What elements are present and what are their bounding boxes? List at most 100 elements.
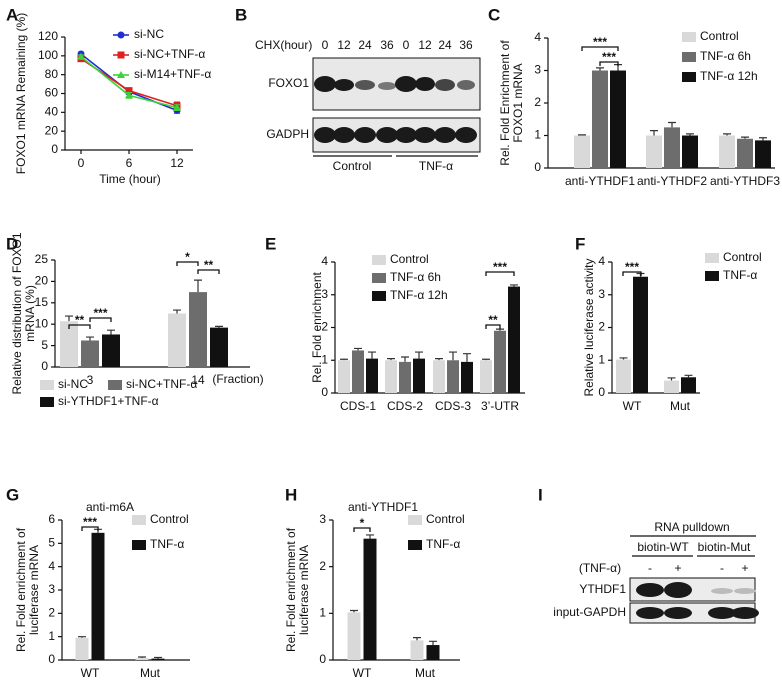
legend-swatch — [408, 515, 422, 525]
error-bar — [449, 351, 457, 361]
x-tick-label: 14 — [191, 373, 205, 387]
y-axis-label: FOXO1 mRNA Remaining (%) — [14, 13, 28, 174]
legend-swatch — [408, 540, 422, 550]
error-bar — [510, 284, 518, 287]
marker — [125, 87, 133, 95]
y-tick-label: 4 — [598, 254, 605, 268]
row-label: input-GAPDH — [553, 605, 626, 619]
y-tick-label: 0 — [51, 142, 58, 156]
bar — [664, 380, 679, 393]
significance-label: *** — [602, 50, 616, 64]
lane-label: - — [648, 561, 652, 575]
error-bar — [413, 637, 421, 641]
x-tick-label: CDS-1 — [340, 399, 376, 413]
error-bar — [173, 309, 181, 314]
y-tick-label: 0 — [321, 385, 328, 399]
y-tick-label: 40 — [45, 105, 59, 119]
error-bar — [496, 328, 504, 331]
y-tick-label: 4 — [321, 254, 328, 268]
y-tick-label: 0 — [48, 652, 55, 666]
error-bar — [723, 133, 731, 136]
error-bar — [463, 353, 471, 362]
bar — [719, 135, 735, 168]
legend-swatch — [705, 271, 719, 281]
error-bar — [194, 279, 202, 293]
legend-label: TNF-α — [723, 268, 757, 282]
y-tick-label: 4 — [48, 559, 55, 573]
panel-letter: C — [488, 5, 500, 24]
legend-swatch — [705, 253, 719, 263]
chart-panel: D 0 5 10 15 20 25 Relative distribution of FOXO… — [6, 232, 264, 408]
x-axis-label: (Fraction) — [212, 372, 263, 386]
error-bar — [650, 130, 658, 136]
legend-label: Control — [700, 29, 739, 43]
panel-letter: E — [265, 234, 276, 253]
error-bar — [350, 609, 358, 613]
x-tick-label: WT — [353, 666, 372, 680]
bar — [755, 140, 771, 168]
bar — [616, 359, 631, 393]
bar — [189, 292, 207, 367]
lane-label: 0 — [403, 38, 410, 52]
y-tick-label: 3 — [598, 287, 605, 301]
bar — [60, 321, 78, 367]
significance-bracket — [485, 271, 515, 276]
lane-label: 0 — [322, 38, 329, 52]
lane-label: 12 — [337, 38, 351, 52]
error-bar — [340, 358, 348, 361]
x-tick-label: WT — [81, 666, 100, 680]
significance-label: *** — [93, 306, 107, 320]
y-tick-label: 20 — [45, 123, 59, 137]
panel-letter: A — [6, 5, 18, 24]
panel-letter: G — [6, 485, 19, 504]
y-tick-label: 0 — [319, 652, 326, 666]
significance-bracket — [581, 46, 619, 51]
y-axis-label: Rel. Fold Enrichment of — [498, 40, 512, 166]
bar — [75, 637, 89, 660]
significance-bracket — [68, 324, 91, 329]
treatment-label: CHX(hour) — [255, 38, 312, 52]
bar — [592, 70, 608, 168]
legend-label: TNF-α 12h — [390, 288, 448, 302]
bar — [682, 135, 698, 168]
bar — [102, 334, 120, 367]
significance-label: * — [360, 516, 365, 530]
significance-label: *** — [593, 35, 607, 49]
legend-label: si-YTHDF1+TNF-α — [58, 394, 159, 408]
legend-swatch — [682, 32, 696, 42]
error-bar — [154, 656, 162, 659]
y-tick-label: 3 — [319, 512, 326, 526]
y-tick-label: 0 — [534, 160, 541, 174]
legend-swatch — [372, 273, 386, 283]
bar — [168, 313, 186, 367]
panel-letter: F — [575, 234, 585, 253]
y-tick-label: 100 — [38, 48, 58, 62]
bar — [633, 276, 648, 393]
bar — [508, 286, 520, 393]
blot-b: B CHX(hour) 0 12 24 36 0 12 24 36 FOXO1 … — [235, 5, 481, 173]
bar — [366, 358, 378, 393]
y-axis-label: luciferase mRNA — [297, 545, 311, 635]
bar — [347, 612, 361, 660]
legend-label: Control — [390, 252, 429, 266]
x-tick-label: anti-YTHDF2 — [637, 174, 707, 188]
y-tick-label: 4 — [534, 30, 541, 44]
error-bar — [86, 336, 94, 341]
row-label: YTHDF1 — [579, 582, 626, 596]
y-tick-label: 1 — [321, 352, 328, 366]
y-tick-label: 10 — [35, 316, 49, 330]
y-tick-label: 25 — [35, 252, 49, 266]
y-tick-label: 1 — [534, 128, 541, 142]
y-tick-label: 80 — [45, 67, 59, 81]
legend-label: TNF-α 6h — [700, 49, 751, 63]
y-axis-label: mRNA (%) — [23, 285, 37, 342]
error-bar — [387, 358, 395, 361]
legend-label: si-NC — [58, 377, 88, 391]
significance-label: ** — [75, 313, 85, 327]
bar — [646, 135, 662, 168]
bar — [399, 361, 411, 393]
